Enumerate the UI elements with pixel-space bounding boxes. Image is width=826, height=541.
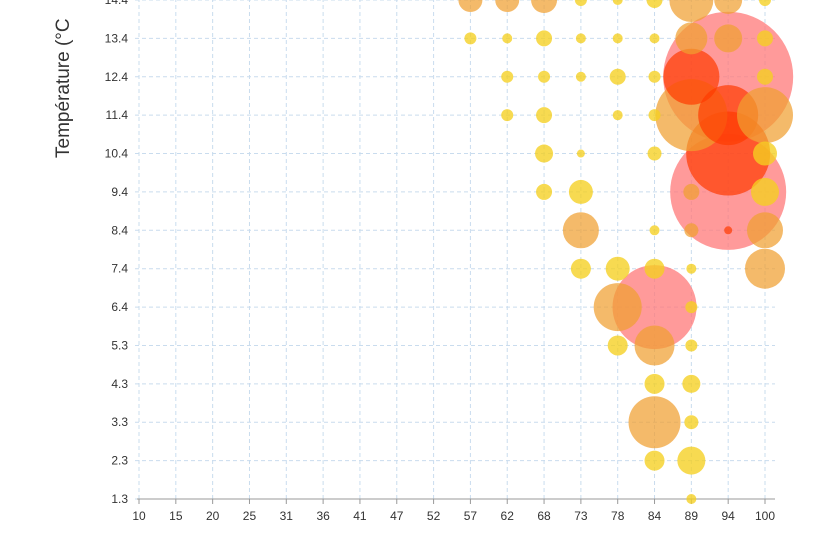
bubble-point[interactable] xyxy=(576,149,585,158)
bubble-point[interactable] xyxy=(501,109,514,122)
bubble-point[interactable] xyxy=(737,87,793,144)
bubble-point[interactable] xyxy=(536,183,553,200)
bubble-point[interactable] xyxy=(536,30,553,47)
x-tick-label: 94 xyxy=(721,509,735,523)
bubble-point[interactable] xyxy=(464,32,477,45)
bubble-point[interactable] xyxy=(605,256,630,281)
bubble-point[interactable] xyxy=(647,146,662,161)
bubble-point[interactable] xyxy=(686,494,697,504)
bubble-point[interactable] xyxy=(628,396,681,449)
bubble-point[interactable] xyxy=(562,212,599,249)
bubble-point[interactable] xyxy=(648,70,661,83)
bubble-point[interactable] xyxy=(644,258,665,279)
bubble-point[interactable] xyxy=(757,68,773,85)
bubble-point[interactable] xyxy=(570,258,591,279)
y-tick-label: 4.3 xyxy=(111,377,128,391)
bubble-point[interactable] xyxy=(669,0,714,22)
bubble-point[interactable] xyxy=(575,71,586,82)
bubble-point[interactable] xyxy=(685,301,698,314)
x-tick-label: 100 xyxy=(755,509,775,523)
x-tick-label: 52 xyxy=(427,509,441,523)
x-tick-label: 25 xyxy=(243,509,257,523)
bubble-point[interactable] xyxy=(646,0,663,8)
bubble-point[interactable] xyxy=(663,48,720,105)
bubble-point[interactable] xyxy=(745,248,785,289)
bubble-point[interactable] xyxy=(607,335,628,356)
y-tick-label: 9.4 xyxy=(111,185,128,199)
bubble-point[interactable] xyxy=(535,144,554,163)
y-tick-label: 7.4 xyxy=(111,262,128,276)
bubble-point[interactable] xyxy=(644,450,665,471)
x-tick-label: 15 xyxy=(169,509,183,523)
bubble-point[interactable] xyxy=(644,373,665,394)
y-axis-title: Température (°C xyxy=(53,18,74,158)
bubble-point[interactable] xyxy=(649,33,660,44)
y-tick-label: 14.4 xyxy=(105,0,129,7)
bubble-point[interactable] xyxy=(501,70,514,83)
x-tick-label: 62 xyxy=(501,509,515,523)
bubble-point[interactable] xyxy=(502,33,513,44)
bubble-point[interactable] xyxy=(724,226,733,235)
y-tick-label: 1.3 xyxy=(111,492,128,506)
bubble-point[interactable] xyxy=(683,183,700,200)
bubble-point[interactable] xyxy=(612,33,623,44)
y-tick-label: 13.4 xyxy=(105,31,129,45)
bubble-point[interactable] xyxy=(612,0,623,5)
bubble-point[interactable] xyxy=(568,179,593,204)
bubble-point[interactable] xyxy=(757,30,773,47)
y-tick-label: 12.4 xyxy=(105,70,129,84)
bubble-point[interactable] xyxy=(753,141,777,166)
bubble-point[interactable] xyxy=(531,0,558,13)
y-tick-label: 11.4 xyxy=(106,108,129,122)
bubble-point[interactable] xyxy=(684,415,699,430)
bubble-point[interactable] xyxy=(574,0,587,6)
bubble-point[interactable] xyxy=(593,283,642,332)
x-tick-label: 47 xyxy=(390,509,404,523)
bubble-point[interactable] xyxy=(536,107,553,124)
x-tick-label: 84 xyxy=(648,509,662,523)
bubble-point[interactable] xyxy=(612,265,697,350)
bubble-point[interactable] xyxy=(648,109,661,122)
bubble-point[interactable] xyxy=(682,374,701,393)
bubble-point[interactable] xyxy=(747,212,783,249)
x-tick-label: 68 xyxy=(537,509,551,523)
bubble-point[interactable] xyxy=(685,339,698,352)
bubble-point[interactable] xyxy=(759,0,771,6)
x-tick-label: 41 xyxy=(353,509,367,523)
x-tick-label: 31 xyxy=(280,509,294,523)
bubble-point[interactable] xyxy=(609,68,626,85)
bubble-point[interactable] xyxy=(686,263,697,274)
bubble-point[interactable] xyxy=(677,446,706,475)
x-tick-label: 20 xyxy=(206,509,220,523)
bubble-point[interactable] xyxy=(714,0,743,14)
x-tick-label: 57 xyxy=(464,509,478,523)
y-tick-label: 3.3 xyxy=(111,415,128,429)
x-tick-label: 78 xyxy=(611,509,625,523)
bubble-point[interactable] xyxy=(649,225,660,236)
bubble-point[interactable] xyxy=(575,33,586,44)
x-tick-label: 73 xyxy=(574,509,588,523)
y-tick-label: 8.4 xyxy=(111,223,128,237)
bubble-point[interactable] xyxy=(538,70,551,83)
bubble-point[interactable] xyxy=(495,0,520,12)
bubble-point[interactable] xyxy=(714,24,743,53)
x-tick-label: 36 xyxy=(316,509,330,523)
y-tick-label: 6.4 xyxy=(111,300,128,314)
x-tick-label: 10 xyxy=(132,509,146,523)
bubble-point[interactable] xyxy=(751,177,779,206)
bubble-point[interactable] xyxy=(458,0,483,12)
y-tick-label: 2.3 xyxy=(111,454,128,468)
bubbles xyxy=(458,0,794,504)
y-tick-label: 10.4 xyxy=(105,147,129,161)
tick-labels: 10 15 20 25 31 36 41 47 52 57 62 68 73 78 84 89 94 100 1.3… xyxy=(105,0,776,523)
bubble-point[interactable] xyxy=(612,110,623,121)
x-tick-label: 89 xyxy=(685,509,699,523)
bubble-point[interactable] xyxy=(675,22,708,55)
y-tick-label: 5.3 xyxy=(111,338,128,352)
bubble-point[interactable] xyxy=(634,325,675,366)
bubble-point[interactable] xyxy=(684,223,699,238)
